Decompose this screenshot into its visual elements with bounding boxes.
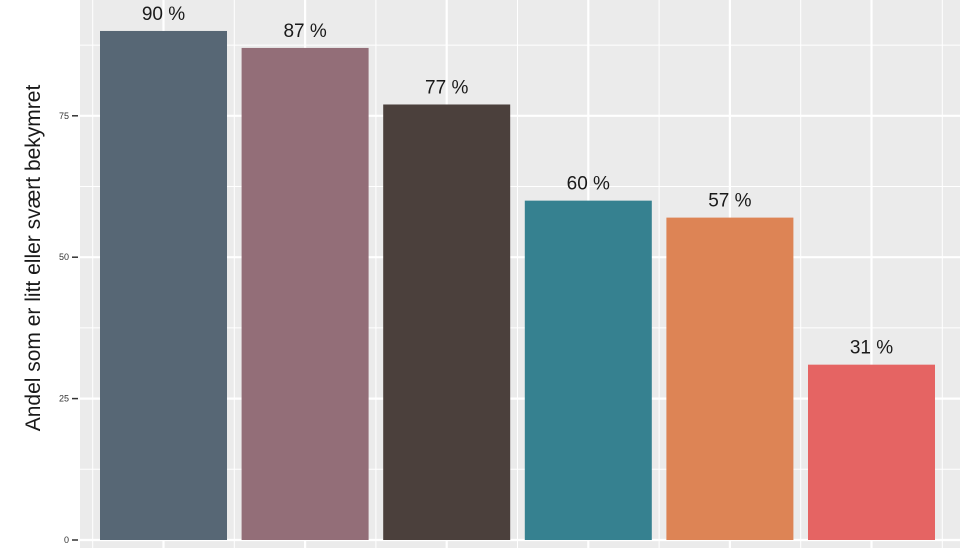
bar-1 (241, 47, 369, 540)
y-tick-label-3: 75 (59, 111, 69, 121)
data-label-2: 77 % (425, 77, 468, 98)
data-label-5: 31 % (850, 338, 893, 359)
y-axis: 0 25 50 75 (59, 111, 78, 545)
data-label-4: 57 % (708, 191, 751, 212)
bar-3 (524, 200, 652, 540)
bars (100, 30, 935, 541)
data-label-0: 90 % (142, 4, 185, 25)
bar-2 (383, 104, 511, 540)
data-label-3: 60 % (567, 174, 610, 195)
y-tick-label-2: 50 (59, 252, 69, 262)
y-tick-label-0: 0 (64, 535, 69, 545)
data-labels: 90 % 87 % 77 % 60 % 57 % 31 % (142, 4, 893, 359)
bar-5 (808, 364, 935, 540)
y-axis-title: Andel som er litt eller svært bekymret (22, 85, 45, 432)
data-label-1: 87 % (283, 21, 326, 42)
y-tick-label-1: 25 (59, 394, 69, 404)
bar-0 (100, 30, 227, 541)
bar-4 (666, 217, 794, 540)
